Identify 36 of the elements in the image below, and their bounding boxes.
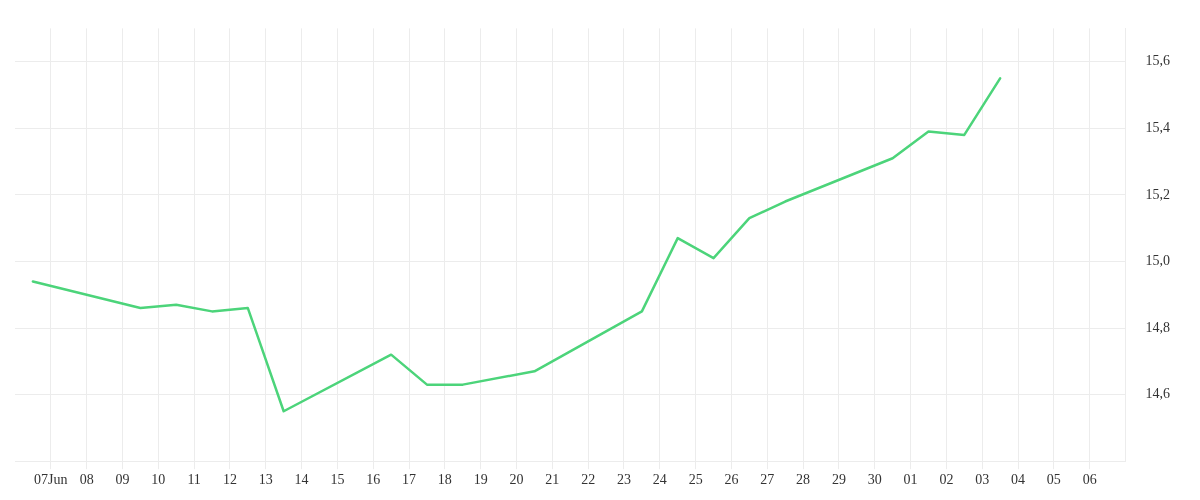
x-tick-label: 22: [581, 472, 596, 488]
x-tick-label: 07Jun: [34, 472, 68, 488]
y-tick-label: 15,2: [1145, 186, 1170, 202]
x-tick-label: 27: [760, 472, 775, 488]
x-tick-label: 15: [330, 472, 345, 488]
x-tick-label: 06: [1082, 472, 1097, 488]
x-tick-label: 20: [509, 472, 524, 488]
x-tick-label: 21: [545, 472, 560, 488]
x-tick-label: 03: [975, 472, 990, 488]
x-tick-label: 09: [115, 472, 130, 488]
x-tick-label: 26: [724, 472, 739, 488]
y-tick-label: 14,8: [1145, 319, 1170, 335]
x-tick-label: 19: [473, 472, 488, 488]
x-tick-label: 08: [79, 472, 94, 488]
x-tick-label: 18: [437, 472, 452, 488]
x-tick-label: 11: [187, 472, 201, 488]
x-tick-label: 25: [688, 472, 703, 488]
x-tick-label: 30: [867, 472, 882, 488]
x-tick-label: 13: [258, 472, 273, 488]
x-tick-label: 04: [1011, 472, 1026, 488]
y-tick-label: 14,6: [1145, 386, 1170, 402]
x-tick-label: 02: [939, 472, 954, 488]
x-tick-label: 16: [366, 472, 381, 488]
x-tick-label: 29: [831, 472, 846, 488]
y-tick-label: 15,0: [1145, 253, 1170, 269]
x-tick-label: 01: [903, 472, 918, 488]
x-tick-label: 28: [796, 472, 811, 488]
x-tick-label: 14: [294, 472, 309, 488]
x-tick-label: 12: [222, 472, 237, 488]
x-tick-label: 05: [1046, 472, 1061, 488]
x-tick-label: 17: [402, 472, 417, 488]
y-tick-label: 15,6: [1145, 53, 1170, 69]
x-tick-label: 10: [151, 472, 166, 488]
x-tick-label: 23: [616, 472, 631, 488]
x-tick-label: 24: [652, 472, 667, 488]
y-tick-label: 15,4: [1145, 119, 1170, 135]
